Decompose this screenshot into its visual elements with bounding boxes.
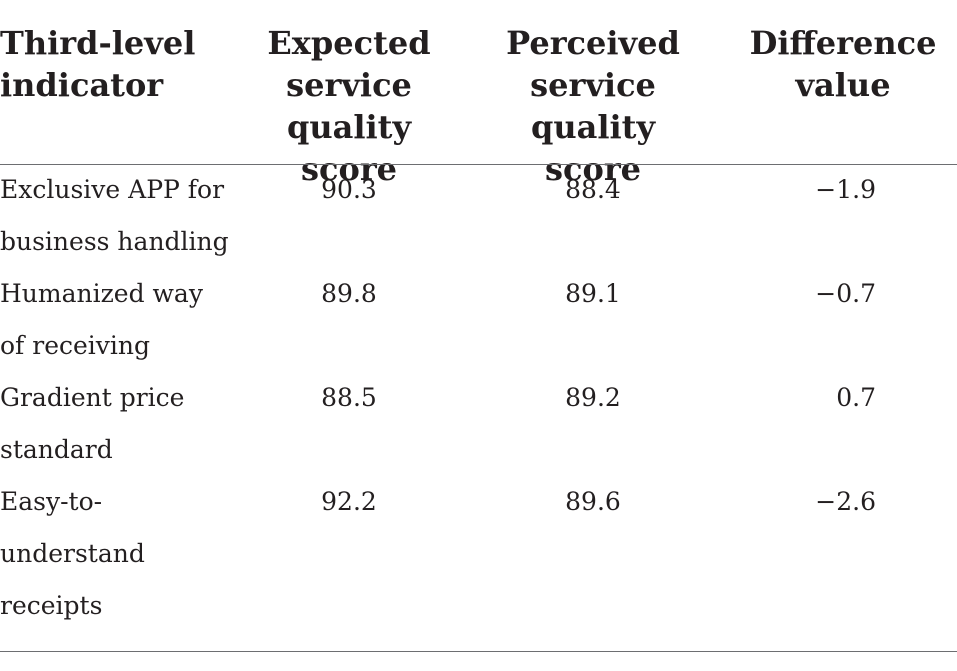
difference-cell: −1.9: [815, 175, 876, 204]
expected-score-cell: 89.8: [321, 279, 377, 308]
header-expected-service-quality-score: Expected service quality score: [267, 24, 431, 188]
indicator-cell: Exclusive APP for business handling: [0, 175, 229, 256]
indicator-cell: Gradient price standard: [0, 383, 185, 464]
indicator-cell: Easy-to- understand receipts: [0, 487, 145, 620]
expected-score-cell: 90.3: [321, 175, 377, 204]
table-header: Third-level indicator Expected service q…: [0, 0, 957, 188]
difference-cell: −2.6: [815, 487, 876, 516]
perceived-score-cell: 89.2: [565, 383, 621, 412]
perceived-score-cell: 89.1: [565, 279, 621, 308]
perceived-score-cell: 89.6: [565, 487, 621, 516]
expected-score-cell: 92.2: [321, 487, 377, 516]
header-third-level-indicator: Third-level indicator: [0, 24, 196, 104]
perceived-score-cell: 88.4: [565, 175, 621, 204]
header-divider: [0, 164, 957, 165]
difference-cell: 0.7: [836, 383, 876, 412]
expected-score-cell: 88.5: [321, 383, 377, 412]
header-difference-value: Difference value: [749, 24, 937, 104]
header-perceived-service-quality-score: Perceived service quality score: [506, 24, 680, 188]
table-bottom-rule: [0, 651, 957, 652]
difference-cell: −0.7: [815, 279, 876, 308]
indicator-cell: Humanized way of receiving: [0, 279, 203, 360]
